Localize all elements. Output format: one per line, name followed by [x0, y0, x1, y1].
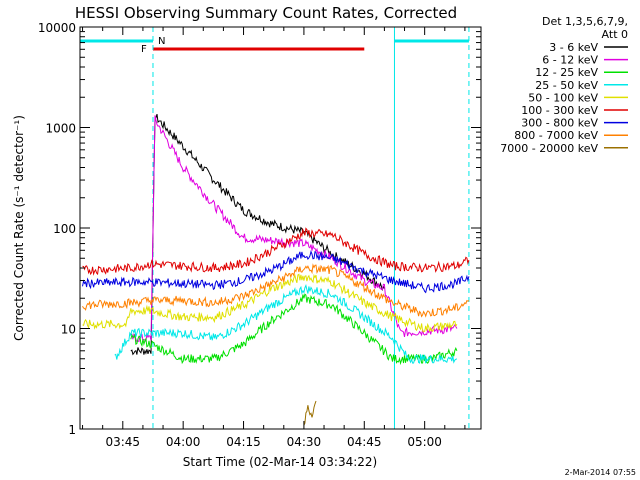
- x-tick-label: 03:45: [105, 435, 140, 449]
- legend-label-8: 800 - 7000 keV: [514, 129, 598, 142]
- series-line-6: [82, 227, 470, 276]
- x-tick-label: 04:30: [287, 435, 322, 449]
- y-tick-label: 10: [61, 323, 76, 337]
- y-tick-label: 10000: [38, 21, 76, 35]
- legend-label-7: 300 - 800 keV: [521, 117, 598, 130]
- legend-label-6: 100 - 300 keV: [521, 104, 598, 117]
- series-line-7: [82, 249, 470, 294]
- y-tick-label: 1: [68, 423, 76, 437]
- night-flag-label: N: [158, 36, 165, 47]
- legend-header-line-1: Det 1,3,5,6,7,9,: [542, 15, 628, 28]
- series-layer: [82, 113, 470, 426]
- legend-label-9: 7000 - 20000 keV: [500, 142, 598, 155]
- legend-label-1: 3 - 6 keV: [549, 41, 598, 54]
- series-line-8: [82, 263, 470, 318]
- y-tick-label: 100: [53, 222, 76, 236]
- chart-title: HESSI Observing Summary Count Rates, Cor…: [75, 4, 457, 22]
- series-line-3: [130, 293, 458, 366]
- y-axis-label: Corrected Count Rate (s⁻¹ detector⁻¹): [12, 115, 26, 341]
- legend-header-line-2: Att 0: [602, 28, 628, 41]
- x-tick-label: 04:45: [347, 435, 382, 449]
- x-tick-label: 05:00: [407, 435, 442, 449]
- x-axis-label: Start Time (02-Mar-14 03:34:22): [183, 455, 377, 469]
- legend-label-3: 12 - 25 keV: [535, 66, 598, 79]
- series-line-4: [114, 283, 458, 364]
- legend-label-5: 50 - 100 keV: [528, 91, 598, 104]
- series-line-2: [130, 115, 458, 343]
- axis-ticks: 03:45 04:00 04:15 04:30 04:45 05:00 1 10 100 1000…: [38, 21, 481, 449]
- x-tick-label: 04:00: [166, 435, 201, 449]
- timestamp: 2-Mar-2014 07:55: [565, 468, 636, 477]
- legend-label-4: 25 - 50 keV: [535, 79, 598, 92]
- x-tick-label: 04:15: [226, 435, 261, 449]
- y-tick-label: 1000: [45, 122, 76, 136]
- flare-flag-label: F: [141, 44, 147, 55]
- series-line-9: [303, 400, 317, 426]
- flag-layer: NF: [79, 27, 470, 429]
- legend-label-2: 6 - 12 keV: [542, 54, 598, 67]
